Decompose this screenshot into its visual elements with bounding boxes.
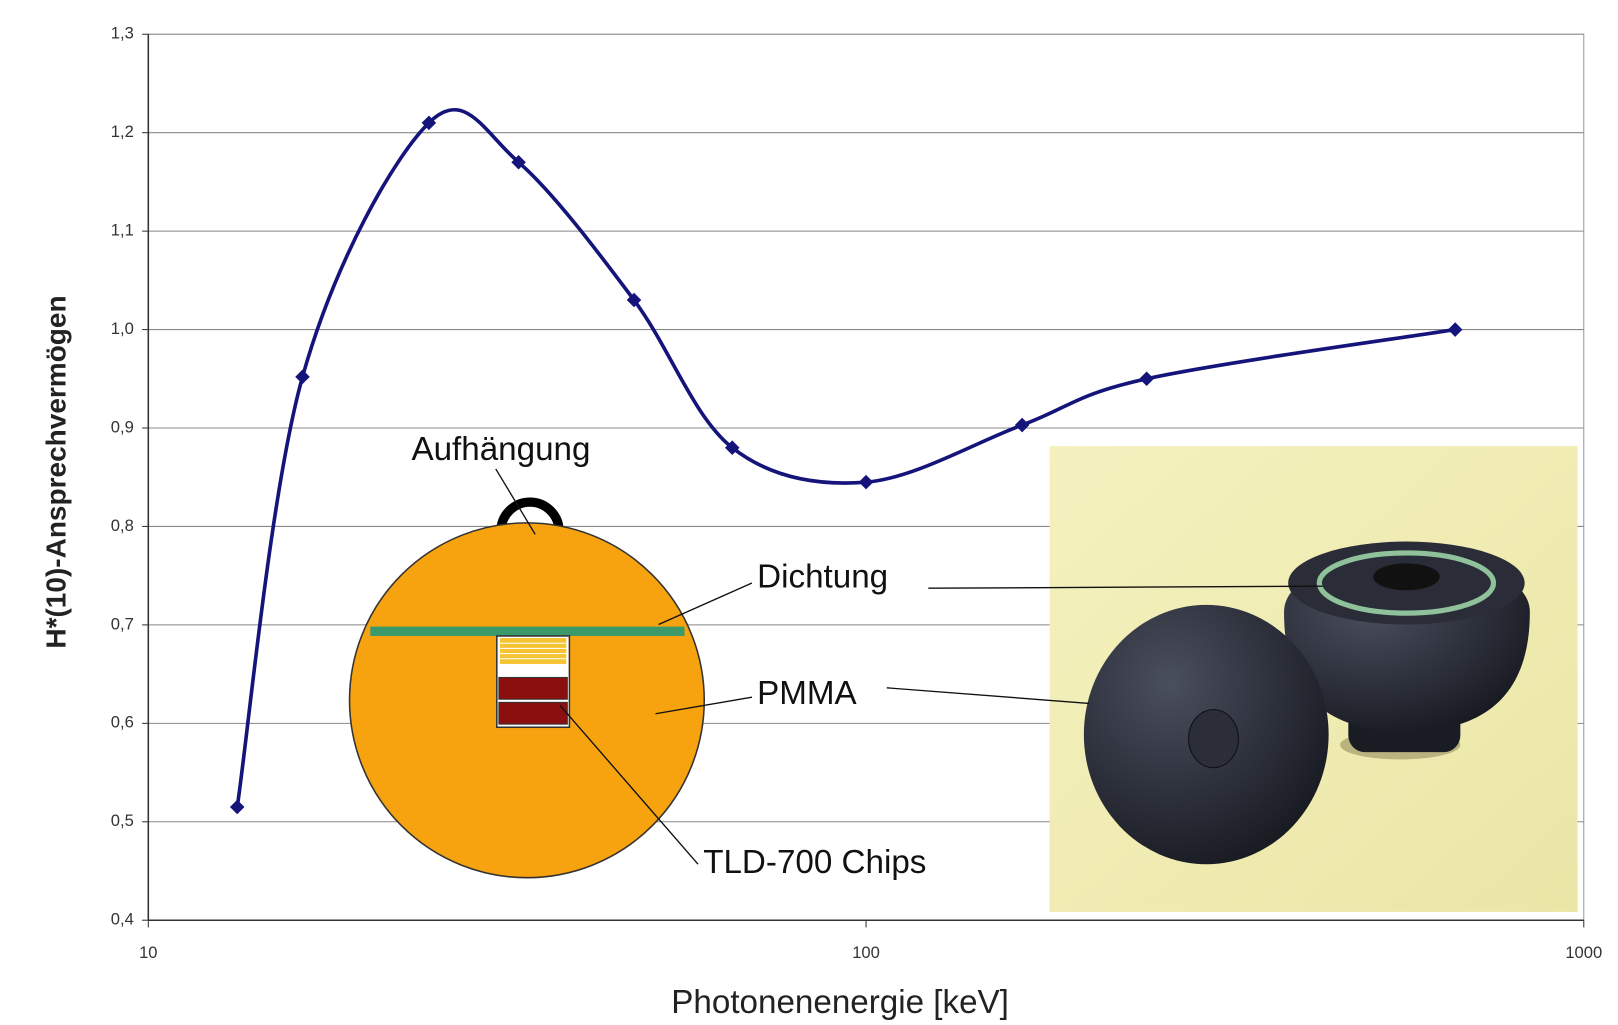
y-tick-label: 0,5	[111, 811, 134, 830]
tld-chip	[498, 676, 568, 700]
data-point	[1014, 417, 1030, 433]
seal-ring	[1316, 550, 1497, 616]
x-tick-label: 1000	[1565, 943, 1602, 962]
x-axis-title: Photonenenergie [keV]	[671, 984, 1009, 1021]
photo	[1049, 446, 1578, 912]
leader-lines	[495, 468, 1323, 865]
y-axis-title: H*(10)-Ansprechvermögen	[40, 295, 71, 648]
annotation: PMMA	[757, 675, 857, 712]
x-tick-label: 100	[852, 943, 880, 962]
y-tick-label: 1,2	[111, 122, 134, 141]
knob-pin	[1188, 709, 1239, 769]
y-tick-label: 0,9	[111, 417, 134, 436]
y-tick-label: 0,4	[111, 910, 134, 929]
annotation: Dichtung	[757, 559, 888, 596]
data-point	[229, 799, 245, 815]
y-tick-label: 1,1	[111, 220, 134, 239]
y-tick-label: 0,8	[111, 516, 134, 535]
x-tick-label: 10	[139, 943, 157, 962]
data-point	[626, 292, 642, 308]
annotation: TLD-700 Chips	[703, 844, 926, 881]
data-point	[858, 474, 874, 490]
y-tick-label: 1,0	[111, 319, 134, 338]
chip-spacer	[499, 638, 567, 664]
y-tick-label: 0,7	[111, 614, 134, 633]
data-point	[724, 440, 740, 455]
y-tick-label: 0,6	[111, 713, 134, 732]
spacer-lines	[499, 642, 567, 660]
y-tick-label: 1,3	[111, 24, 134, 43]
thread-hole	[1373, 563, 1440, 591]
data-point	[511, 154, 526, 170]
data-line	[235, 108, 1456, 808]
data-point	[1447, 322, 1463, 337]
tld-chip	[498, 701, 568, 725]
seal	[370, 626, 685, 636]
data-point	[1139, 371, 1154, 387]
detector-diagram	[348, 497, 706, 879]
data-point	[295, 369, 310, 385]
annotation: Aufhängung	[411, 431, 590, 468]
